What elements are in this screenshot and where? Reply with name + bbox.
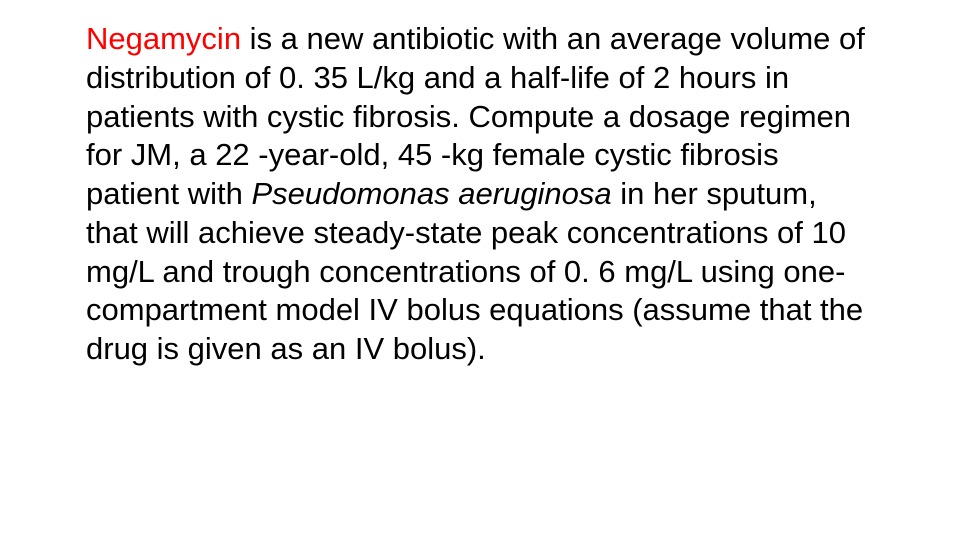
slide-container: Negamycin is a new antibiotic with an av…: [0, 0, 960, 540]
drug-name: Negamycin: [86, 21, 241, 56]
organism-name: Pseudomonas aeruginosa: [251, 176, 611, 211]
problem-paragraph: Negamycin is a new antibiotic with an av…: [86, 20, 876, 369]
